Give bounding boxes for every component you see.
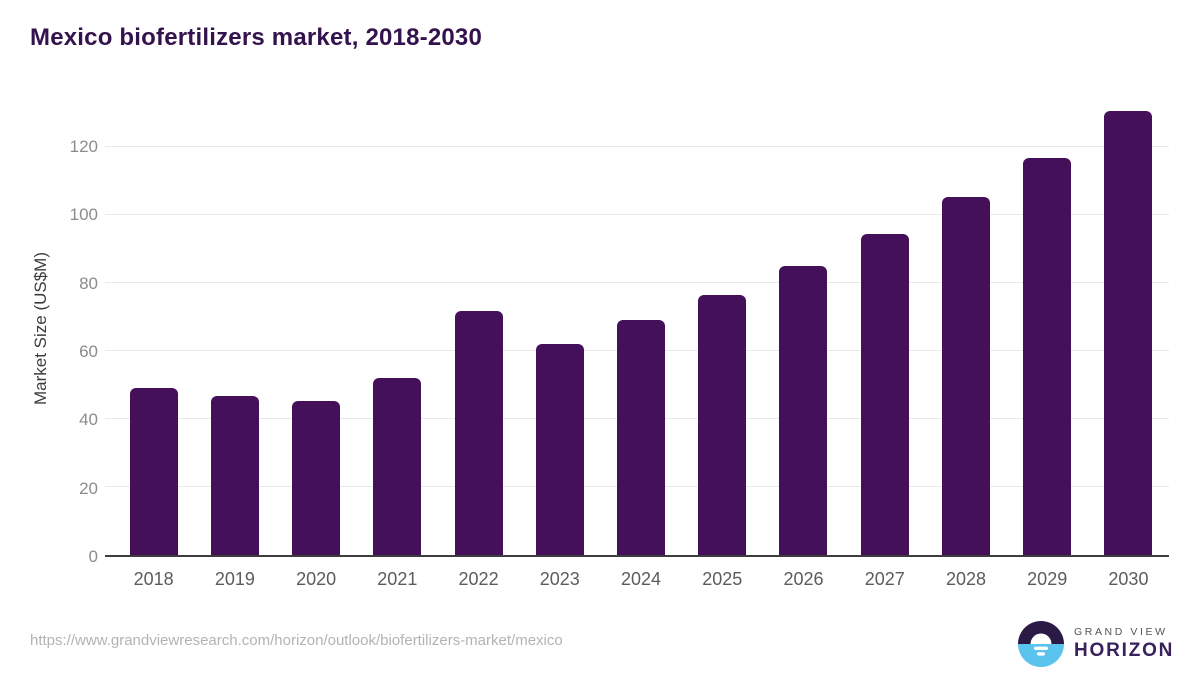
bars-layer <box>105 100 1169 555</box>
bar-2019 <box>210 395 259 555</box>
bar-slot-2026 <box>763 100 844 555</box>
bar-slot-2029 <box>1007 100 1088 555</box>
bar-slot-2018 <box>113 100 194 555</box>
bar-slot-2023 <box>519 100 600 555</box>
x-tick-label-2026: 2026 <box>783 569 824 589</box>
x-tick-label-2018: 2018 <box>133 569 174 589</box>
x-tick-label-2022: 2022 <box>458 569 499 589</box>
bar-2021 <box>373 377 422 555</box>
bar-slot-2020 <box>275 100 356 555</box>
bar-slot-2028 <box>925 100 1006 555</box>
x-tick-label-2029: 2029 <box>1027 569 1068 589</box>
source-url: https://www.grandviewresearch.com/horizo… <box>30 632 563 649</box>
bar-slot-2019 <box>194 100 275 555</box>
brand-name-top: GRAND VIEW <box>1074 626 1168 638</box>
x-tick-label-2028: 2028 <box>945 569 986 589</box>
y-tick-label-0: 0 <box>88 547 98 566</box>
y-tick-label-100: 100 <box>69 205 98 225</box>
brand-logo: GRAND VIEW HORIZON <box>1018 621 1174 667</box>
horizon-sun-logo-icon <box>1018 621 1064 667</box>
brand-name-bottom: HORIZON <box>1074 640 1175 661</box>
y-tick-label-120: 120 <box>69 137 98 157</box>
bar-2022 <box>454 311 503 555</box>
x-tick-label-2025: 2025 <box>702 569 743 589</box>
y-tick-label-60: 60 <box>79 342 98 362</box>
gridline-120 <box>105 145 1169 147</box>
bar-2018 <box>129 388 178 555</box>
bar-2029 <box>1023 157 1072 555</box>
x-tick-label-2027: 2027 <box>864 569 905 589</box>
y-tick-label-80: 80 <box>79 273 98 293</box>
bar-2024 <box>617 320 666 555</box>
bar-2030 <box>1104 111 1153 555</box>
chart-title: Mexico biofertilizers market, 2018-2030 <box>30 24 483 51</box>
bar-slot-2022 <box>438 100 519 555</box>
brand-logo-text: GRAND VIEW HORIZON <box>1074 626 1174 662</box>
bar-slot-2030 <box>1088 100 1169 555</box>
bar-2023 <box>535 343 584 555</box>
bar-slot-2021 <box>357 100 438 555</box>
x-tick-label-2023: 2023 <box>539 569 580 589</box>
bar-slot-2025 <box>682 100 763 555</box>
bar-slot-2027 <box>844 100 925 555</box>
x-axis-tick-labels: 2018 2019 2020 2021 2022 2023 2024 2025 2026 2027… <box>105 569 1169 590</box>
y-tick-label-20: 20 <box>79 478 98 498</box>
bar-2027 <box>860 234 909 555</box>
bar-2026 <box>779 265 828 555</box>
gridline-80 <box>105 281 1169 283</box>
x-tick-label-2019: 2019 <box>214 569 255 589</box>
bar-2028 <box>941 196 990 555</box>
y-axis-tick-labels: 0 20 40 60 80 100 120 <box>40 100 98 566</box>
x-tick-label-2024: 2024 <box>621 569 662 589</box>
x-tick-label-2030: 2030 <box>1108 569 1149 589</box>
plot-area <box>105 100 1169 557</box>
x-tick-label-2020: 2020 <box>296 569 337 589</box>
gridline-100 <box>105 213 1169 215</box>
x-tick-label-2021: 2021 <box>377 569 418 589</box>
bar-2020 <box>292 400 341 555</box>
bar-2025 <box>698 294 747 555</box>
y-tick-label-40: 40 <box>79 410 98 430</box>
bar-slot-2024 <box>600 100 681 555</box>
